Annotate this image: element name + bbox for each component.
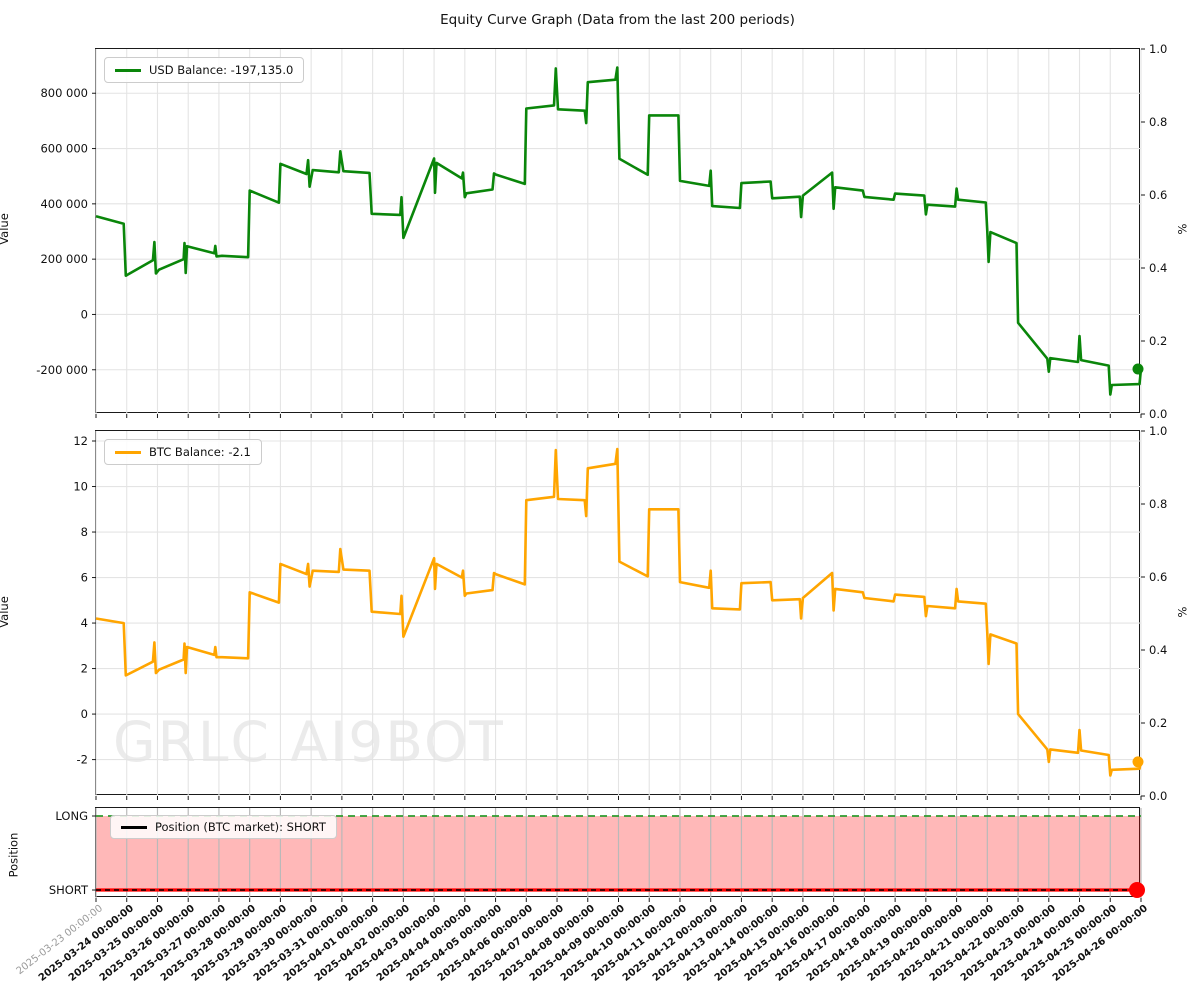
y2-tick-label: 0.8 [1149,497,1167,511]
y-tick-label: 2 [81,662,88,676]
y-tick-label: -2 [77,753,88,767]
usd-legend: USD Balance: -197,135.0 [104,57,305,83]
y-tick-label: 600 000 [40,142,88,156]
y2-tick-label: 0.2 [1149,716,1167,730]
y2-tick-label: 0.2 [1149,334,1167,348]
position-end-marker [1129,881,1145,898]
btc-balance-panel: BTC Balance: -2.1 12 10 8 6 4 2 0 -2 1.0 0.8 0.6 0.… [73,424,1167,803]
y-tick-label: 6 [81,571,88,585]
usd-legend-label: USD Balance: -197,135.0 [149,63,294,77]
y-tick-label: 800 000 [40,86,88,100]
usd-y-axis-label: Value [0,213,11,245]
btc-y-axis-label: Value [0,596,11,628]
btc-legend-swatch [115,450,141,454]
y-tick-label: 0 [81,707,88,721]
y-tick-label: LONG [55,809,88,823]
watermark-text: GRLC AI9BOT [113,710,505,774]
y2-tick-label: 0.4 [1149,643,1167,657]
y2-tick-label: 0.0 [1149,407,1167,421]
position-legend-label: Position (BTC market): SHORT [155,820,326,834]
y-tick-label: 8 [81,525,88,539]
y-tick-label: 400 000 [40,197,88,211]
chart-title: Equity Curve Graph (Data from the last 2… [440,12,795,28]
y2-tick-label: 1.0 [1149,42,1167,56]
y-tick-label: 10 [73,480,88,494]
y2-tick-label: 0.4 [1149,261,1167,275]
position-plot: LONG SHORT [49,808,1145,902]
position-y-axis-label: Position [6,832,21,878]
y2-tick-label: 0.6 [1149,570,1167,584]
usd_balance-plot: 800 000 600 000 400 000 200 000 0 -200 000 1.0… [36,42,1167,421]
btc-legend-label: BTC Balance: -2.1 [149,445,251,459]
y-tick-label: 200 000 [40,252,88,266]
position-panel: Position (BTC market): SHORT LONG SHORT [49,807,1145,902]
usd_balance-end-marker [1132,363,1144,375]
usd-balance-panel: USD Balance: -197,135.0 800 000 600 000 40… [36,42,1167,421]
btc-y2-axis-label: % [1175,606,1190,618]
y2-tick-label: 0.0 [1149,789,1167,803]
usd-legend-swatch [115,68,141,72]
y-tick-label: 0 [81,307,88,321]
usd-y2-axis-label: % [1175,223,1190,235]
y-tick-label: -200 000 [36,363,88,377]
position-legend-swatch [121,825,147,829]
usd_balance-series-line [95,66,1143,396]
btc_balance-plot: 12 10 8 6 4 2 0 -2 1.0 0.8 0.6 0.4 0.2 0.0 [73,424,1167,803]
y-tick-label: SHORT [49,883,89,897]
btc_balance-end-marker [1132,756,1144,768]
position-legend: Position (BTC market): SHORT [110,815,337,839]
y-tick-label: 4 [81,616,88,630]
y2-tick-label: 1.0 [1149,424,1167,438]
btc-legend: BTC Balance: -2.1 [104,439,262,465]
btc_balance-series-line [95,447,1143,777]
y2-tick-label: 0.6 [1149,188,1167,202]
y-tick-label: 12 [73,434,88,448]
y2-tick-label: 0.8 [1149,115,1167,129]
